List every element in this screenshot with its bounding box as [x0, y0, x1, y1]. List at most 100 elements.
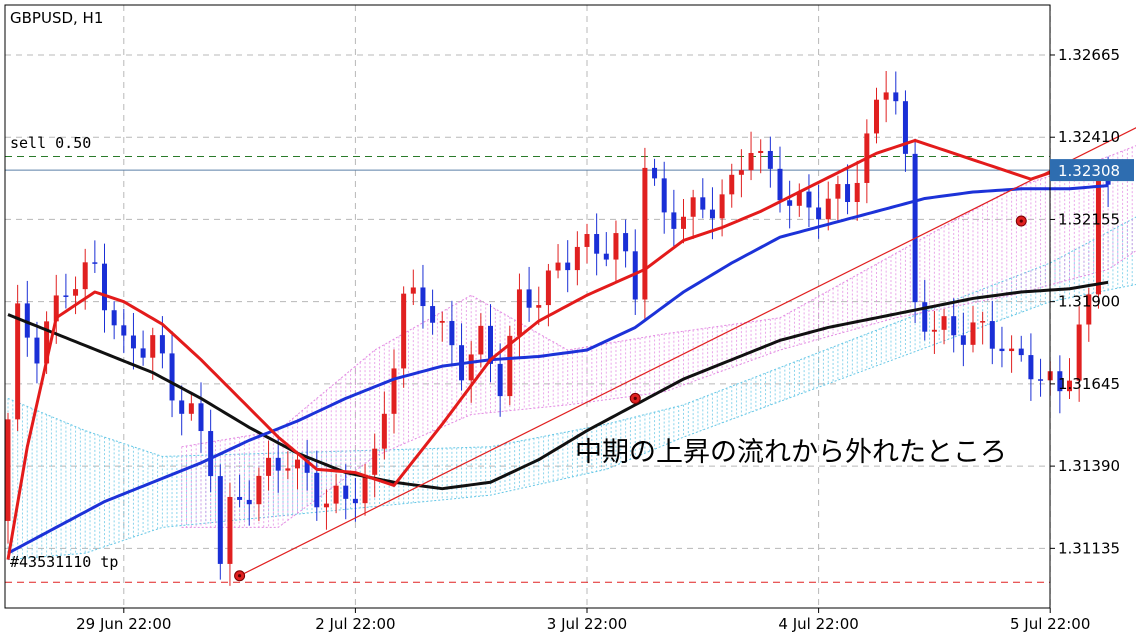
candle-body[interactable]	[594, 234, 600, 254]
candle-body[interactable]	[15, 303, 21, 420]
candle-body[interactable]	[430, 306, 436, 323]
candle-body[interactable]	[121, 325, 127, 336]
candle-body[interactable]	[497, 363, 503, 397]
candle-body[interactable]	[719, 194, 725, 219]
candle-body[interactable]	[323, 503, 329, 508]
candle-body[interactable]	[420, 287, 426, 307]
candle-body[interactable]	[652, 167, 658, 179]
candle-body[interactable]	[584, 234, 590, 247]
candle-body[interactable]	[777, 168, 783, 201]
candle-body[interactable]	[845, 184, 851, 202]
candle-body[interactable]	[188, 403, 194, 414]
candle-body[interactable]	[256, 475, 262, 505]
candle-body[interactable]	[671, 212, 677, 229]
candle-body[interactable]	[787, 200, 793, 206]
candle-body[interactable]	[874, 99, 879, 134]
candle-body[interactable]	[545, 270, 551, 306]
candle-body[interactable]	[516, 289, 522, 336]
candle-body[interactable]	[381, 413, 387, 449]
candle-body[interactable]	[941, 316, 947, 330]
candle-body[interactable]	[314, 472, 320, 508]
candle-body[interactable]	[102, 263, 107, 311]
candle-body[interactable]	[285, 468, 291, 471]
candle-body[interactable]	[237, 496, 243, 500]
candle-body[interactable]	[63, 295, 69, 297]
candle-body[interactable]	[555, 262, 561, 271]
candle-body[interactable]	[5, 419, 11, 521]
candle-body[interactable]	[362, 474, 368, 504]
candlesticks[interactable]	[5, 71, 1111, 586]
candle-body[interactable]	[24, 303, 30, 338]
candle-body[interactable]	[449, 320, 455, 346]
candle-body[interactable]	[922, 302, 928, 332]
candle-body[interactable]	[179, 400, 185, 414]
candle-body[interactable]	[565, 262, 571, 271]
candle-body[interactable]	[526, 289, 532, 308]
candle-body[interactable]	[738, 170, 744, 175]
candle-body[interactable]	[304, 459, 310, 473]
candle-body[interactable]	[980, 321, 986, 323]
candle-body[interactable]	[960, 335, 966, 345]
candle-body[interactable]	[681, 216, 686, 229]
candle-body[interactable]	[603, 253, 609, 260]
candle-body[interactable]	[266, 457, 272, 476]
candle-body[interactable]	[970, 322, 976, 345]
candle-body[interactable]	[700, 197, 706, 210]
candle-body[interactable]	[893, 92, 899, 102]
candle-body[interactable]	[295, 459, 300, 469]
candle-body[interactable]	[613, 233, 619, 260]
trendline[interactable]	[239, 60, 1136, 577]
candle-body[interactable]	[1067, 380, 1072, 392]
candle-body[interactable]	[1095, 179, 1101, 295]
candle-body[interactable]	[825, 198, 831, 220]
candle-body[interactable]	[343, 485, 349, 499]
candle-body[interactable]	[1057, 371, 1063, 392]
candle-body[interactable]	[401, 293, 407, 369]
candle-body[interactable]	[1105, 179, 1111, 185]
candle-body[interactable]	[709, 209, 715, 219]
candle-body[interactable]	[468, 354, 474, 381]
candle-body[interactable]	[632, 251, 638, 300]
candle-body[interactable]	[275, 457, 281, 471]
candle-body[interactable]	[1028, 355, 1034, 380]
candle-body[interactable]	[999, 348, 1005, 352]
candle-body[interactable]	[217, 476, 223, 564]
candle-body[interactable]	[410, 287, 416, 294]
candle-body[interactable]	[912, 153, 918, 303]
candle-body[interactable]	[73, 289, 79, 296]
trendline-layer[interactable]	[234, 60, 1136, 582]
candle-body[interactable]	[439, 320, 445, 323]
candle-body[interactable]	[111, 310, 117, 326]
candle-body[interactable]	[488, 325, 493, 364]
candle-body[interactable]	[53, 295, 59, 322]
candle-body[interactable]	[951, 316, 957, 336]
candle-body[interactable]	[1018, 348, 1024, 356]
candle-body[interactable]	[902, 101, 908, 154]
candle-body[interactable]	[1076, 324, 1082, 381]
candle-body[interactable]	[623, 233, 629, 252]
candle-body[interactable]	[507, 335, 513, 397]
candle-body[interactable]	[82, 262, 88, 290]
candle-body[interactable]	[729, 174, 735, 195]
candle-body[interactable]	[208, 431, 214, 477]
candle-body[interactable]	[44, 321, 50, 364]
candle-body[interactable]	[34, 337, 40, 364]
candle-body[interactable]	[372, 448, 378, 475]
candle-body[interactable]	[661, 178, 667, 213]
candle-body[interactable]	[140, 348, 146, 358]
candle-body[interactable]	[883, 92, 889, 100]
candle-body[interactable]	[748, 152, 754, 171]
candle-body[interactable]	[767, 150, 773, 169]
candle-body[interactable]	[150, 335, 156, 358]
candle-body[interactable]	[816, 207, 822, 220]
candle-body[interactable]	[1086, 294, 1092, 325]
candle-body[interactable]	[642, 167, 648, 300]
candle-body[interactable]	[169, 353, 175, 401]
candle-body[interactable]	[1009, 348, 1015, 352]
candle-body[interactable]	[1038, 379, 1044, 381]
candle-body[interactable]	[246, 499, 252, 505]
candle-body[interactable]	[198, 403, 204, 432]
candle-body[interactable]	[574, 246, 580, 271]
candle-body[interactable]	[758, 150, 764, 153]
